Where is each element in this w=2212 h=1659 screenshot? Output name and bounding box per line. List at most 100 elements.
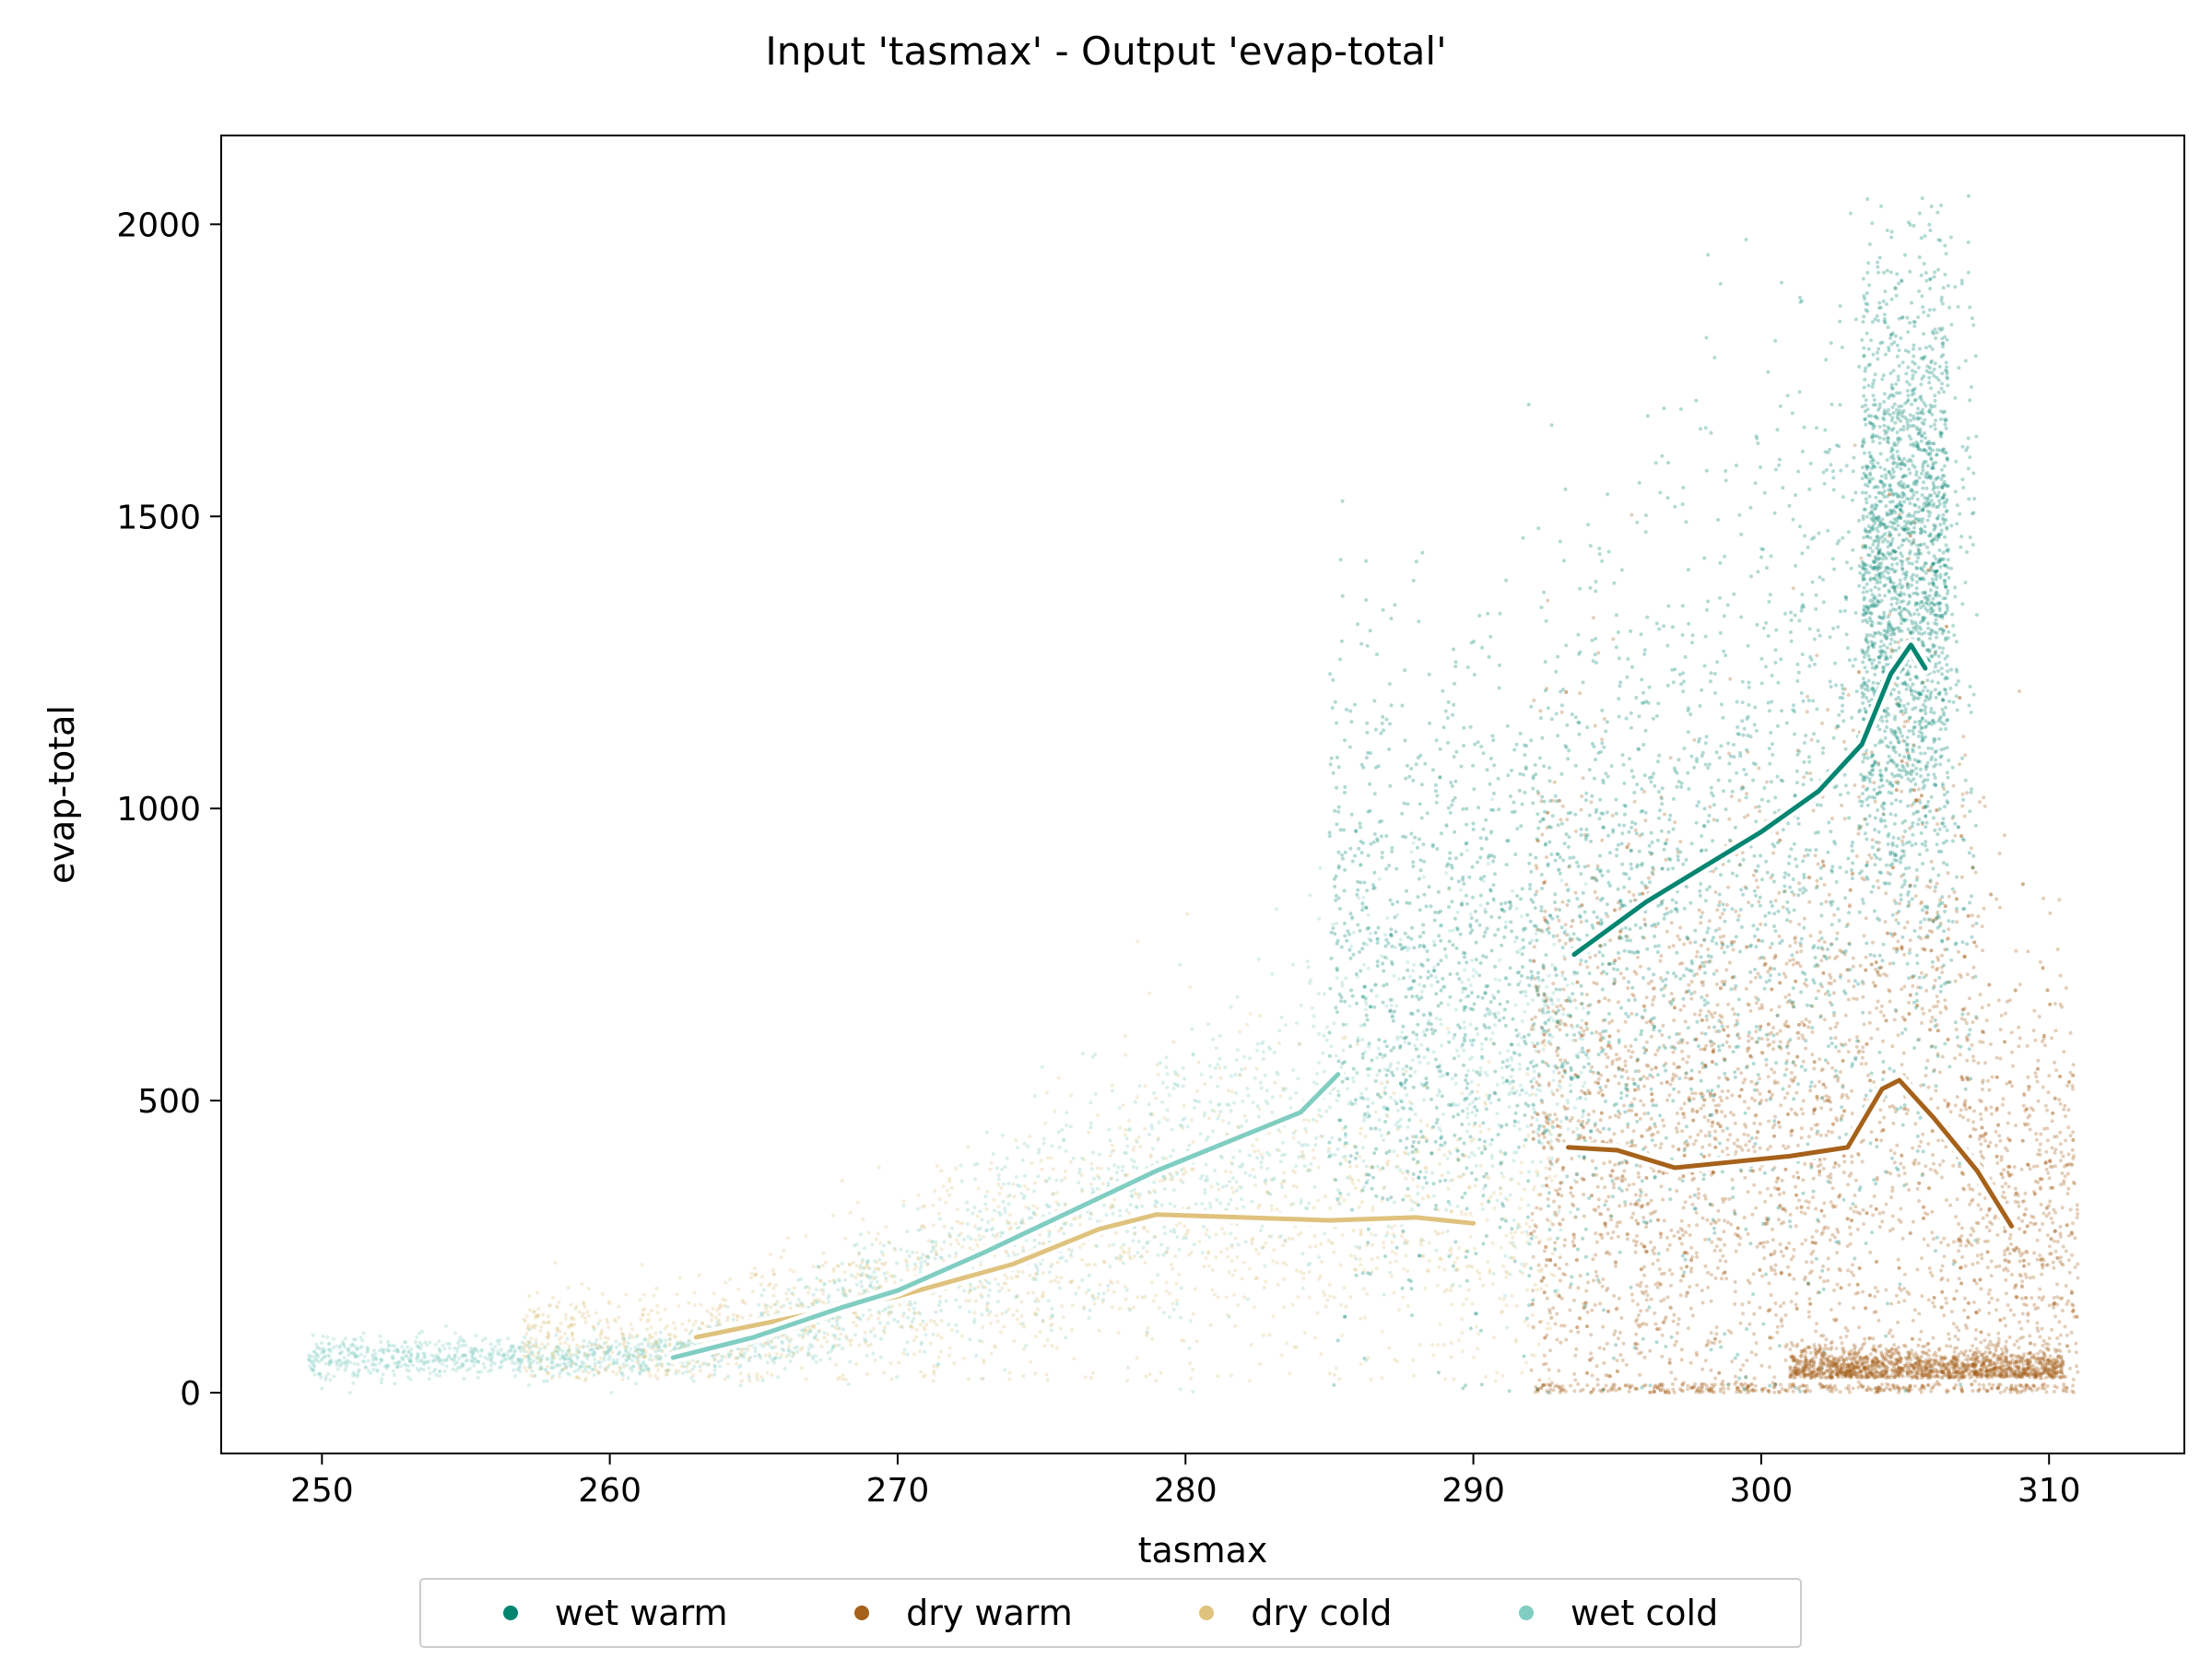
scatter-point bbox=[1302, 1118, 1307, 1122]
scatter-point bbox=[980, 1339, 984, 1344]
scatter-point bbox=[1170, 1263, 1173, 1267]
scatter-point bbox=[996, 1173, 1001, 1178]
scatter-point bbox=[1264, 1279, 1268, 1284]
scatter-point bbox=[395, 1361, 399, 1365]
scatter-point bbox=[318, 1372, 323, 1377]
scatter-point bbox=[841, 1327, 845, 1332]
scatter-point bbox=[590, 1347, 594, 1352]
scatter-point bbox=[1380, 1329, 1384, 1334]
scatter-point bbox=[555, 1329, 559, 1334]
scatter-point bbox=[338, 1351, 343, 1356]
scatter-point bbox=[1255, 1048, 1259, 1053]
scatter-point bbox=[680, 1322, 685, 1326]
scatter-point bbox=[1114, 1256, 1119, 1261]
scatter-point bbox=[460, 1353, 465, 1358]
scatter-point bbox=[1559, 878, 1564, 883]
scatter-point bbox=[524, 1314, 529, 1318]
scatter-point bbox=[1346, 1176, 1349, 1181]
scatter-point bbox=[1108, 1138, 1112, 1143]
scatter-point bbox=[905, 1230, 910, 1234]
scatter-point bbox=[1255, 1041, 1260, 1046]
scatter-point bbox=[1244, 1022, 1249, 1027]
scatter-point bbox=[971, 1320, 976, 1324]
scatter-point bbox=[655, 1311, 660, 1315]
scatter-point bbox=[615, 1358, 619, 1362]
scatter-point bbox=[611, 1360, 616, 1365]
scatter-point bbox=[685, 1365, 689, 1370]
scatter-point bbox=[529, 1373, 534, 1378]
scatter-point bbox=[566, 1286, 571, 1290]
scatter-point bbox=[1337, 1377, 1342, 1382]
scatter-point bbox=[1011, 1312, 1016, 1317]
scatter-point bbox=[1043, 1179, 1048, 1183]
scatter-point bbox=[655, 1303, 660, 1308]
scatter-point bbox=[1369, 1377, 1373, 1382]
scatter-point bbox=[1182, 1103, 1186, 1108]
scatter-point bbox=[592, 1327, 596, 1332]
scatter-point bbox=[1465, 848, 1469, 853]
scatter-point bbox=[1557, 1210, 1561, 1215]
scatter-point bbox=[351, 1381, 356, 1385]
scatter-point bbox=[947, 1323, 951, 1326]
scatter-point bbox=[1557, 997, 1560, 1002]
scatter-point bbox=[907, 1253, 912, 1258]
scatter-point bbox=[978, 1237, 982, 1241]
scatter-point bbox=[584, 1364, 589, 1369]
scatter-point bbox=[1253, 1305, 1256, 1310]
scatter-point bbox=[1132, 1254, 1136, 1259]
scatter-point bbox=[1124, 1136, 1129, 1141]
scatter-point bbox=[387, 1348, 392, 1353]
scatter-point bbox=[804, 1234, 808, 1239]
scatter-point bbox=[528, 1327, 532, 1332]
scatter-point bbox=[969, 1237, 973, 1241]
scatter-point bbox=[987, 1281, 992, 1286]
scatter-point bbox=[417, 1345, 421, 1349]
scatter-point bbox=[1319, 1134, 1323, 1138]
scatter-point bbox=[585, 1344, 590, 1348]
scatter-point bbox=[1210, 1108, 1215, 1112]
scatter-point bbox=[1471, 1355, 1476, 1359]
scatter-point bbox=[1300, 1252, 1305, 1256]
scatter-point bbox=[1082, 1158, 1087, 1162]
scatter-point bbox=[1366, 1073, 1371, 1077]
scatter-point bbox=[771, 1272, 776, 1277]
scatter-point bbox=[1234, 1091, 1239, 1096]
scatter-point bbox=[947, 1176, 952, 1181]
scatter-point bbox=[493, 1361, 498, 1366]
scatter-point bbox=[1280, 1153, 1285, 1158]
scatter-point bbox=[1062, 1138, 1066, 1143]
scatter-point bbox=[1287, 1236, 1291, 1241]
scatter-point bbox=[1093, 1091, 1098, 1096]
scatter-point bbox=[1401, 1067, 1406, 1072]
scatter-point bbox=[1342, 1286, 1347, 1290]
scatter-point bbox=[1093, 1243, 1098, 1248]
scatter-point bbox=[1753, 975, 1758, 980]
scatter-point bbox=[580, 1282, 584, 1287]
scatter-point bbox=[1535, 1288, 1540, 1292]
scatter-point bbox=[939, 1247, 944, 1252]
scatter-point bbox=[1328, 1206, 1333, 1210]
scatter-point bbox=[535, 1290, 539, 1295]
scatter-point bbox=[1361, 1118, 1366, 1123]
scatter-point bbox=[1017, 1269, 1020, 1274]
scatter-point bbox=[1390, 1250, 1394, 1253]
scatter-point bbox=[1341, 1048, 1346, 1053]
scatter-point bbox=[1522, 1144, 1526, 1148]
scatter-point bbox=[986, 1219, 991, 1224]
scatter-point bbox=[912, 1311, 916, 1315]
scatter-point bbox=[679, 1341, 684, 1346]
scatter-point bbox=[1238, 1149, 1242, 1153]
scatter-point bbox=[738, 1363, 743, 1368]
scatter-point bbox=[1116, 1331, 1121, 1335]
scatter-point bbox=[789, 1337, 794, 1342]
scatter-point bbox=[307, 1353, 312, 1358]
scatter-point bbox=[974, 1353, 979, 1358]
scatter-point bbox=[1247, 1266, 1252, 1271]
scatter-point bbox=[908, 1300, 912, 1304]
scatter-point bbox=[1453, 1260, 1457, 1265]
scatter-point bbox=[1241, 1205, 1246, 1209]
scatter-point bbox=[1610, 1059, 1615, 1064]
scatter-point bbox=[709, 1318, 713, 1323]
scatter-point bbox=[954, 1251, 959, 1255]
scatter-point bbox=[1258, 1014, 1263, 1018]
